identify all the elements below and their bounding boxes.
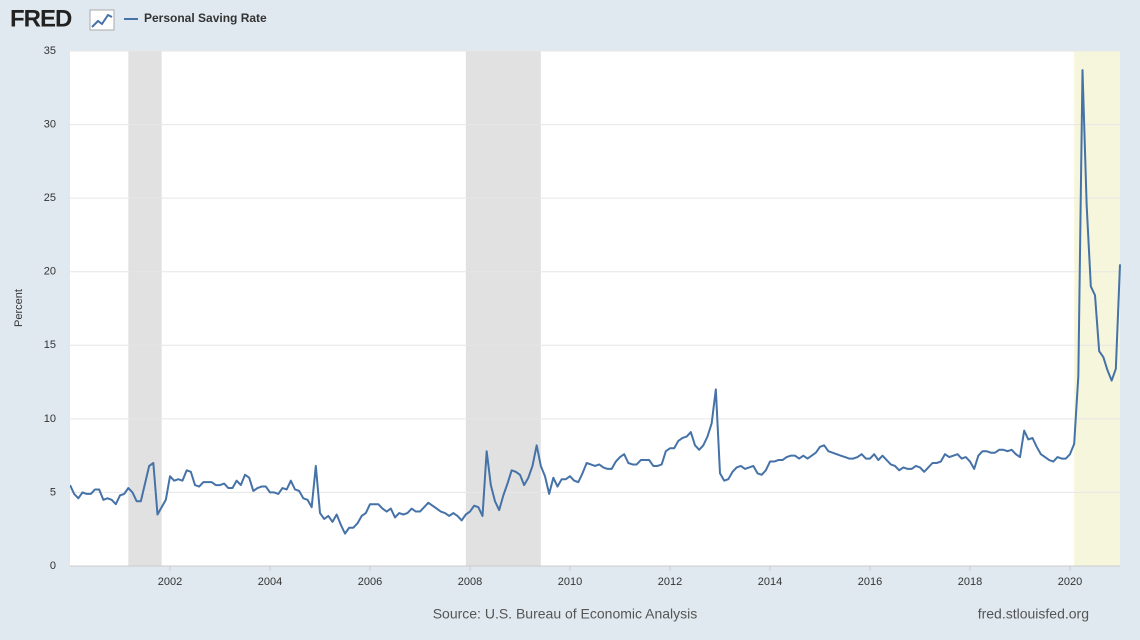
x-tick-label: 2006 xyxy=(358,576,382,588)
y-axis-label: Percent xyxy=(13,289,25,327)
x-tick-label: 2012 xyxy=(658,576,682,588)
logo-icon xyxy=(89,9,115,31)
x-tick-label: 2016 xyxy=(858,576,882,588)
y-tick-label: 35 xyxy=(44,45,56,57)
x-tick-label: 2020 xyxy=(1058,576,1082,588)
x-tick-label: 2004 xyxy=(258,576,282,588)
recession-shading xyxy=(465,51,541,566)
legend-label: Personal Saving Rate xyxy=(144,11,267,25)
y-tick-label: 20 xyxy=(44,266,56,278)
y-tick-label: 5 xyxy=(50,486,56,498)
x-tick-label: 2014 xyxy=(758,576,782,588)
series-line xyxy=(70,69,1121,535)
source: Source: U.S. Bureau of Economic Analysis xyxy=(433,606,698,622)
x-tick-label: 2010 xyxy=(558,576,582,588)
logo: FRED xyxy=(10,5,72,32)
y-tick-label: 30 xyxy=(44,118,56,130)
recession-shading xyxy=(128,51,162,566)
x-tick-label: 2002 xyxy=(158,576,182,588)
y-tick-label: 25 xyxy=(44,192,56,204)
y-tick-label: 10 xyxy=(44,413,56,425)
y-tick-label: 0 xyxy=(50,560,56,572)
site: fred.stlouisfed.org xyxy=(978,606,1089,622)
x-tick-label: 2008 xyxy=(458,576,482,588)
x-tick-label: 2018 xyxy=(958,576,982,588)
plot-layer: 0 5 10 15 20 25 30 35 2002 2004 2006 2008 2010 2012 20… xyxy=(44,45,1121,588)
plot-area xyxy=(70,51,1120,566)
y-tick-label: 15 xyxy=(44,339,56,351)
